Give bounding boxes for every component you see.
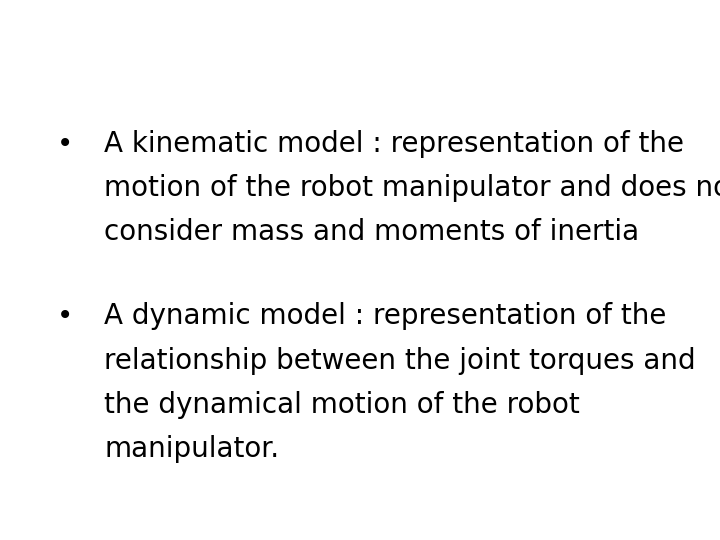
Text: A dynamic model : representation of the: A dynamic model : representation of the — [104, 302, 667, 330]
Text: A kinematic model : representation of the: A kinematic model : representation of th… — [104, 130, 685, 158]
Text: •: • — [57, 302, 73, 330]
Text: relationship between the joint torques and: relationship between the joint torques a… — [104, 347, 696, 375]
Text: motion of the robot manipulator and does not: motion of the robot manipulator and does… — [104, 174, 720, 202]
Text: manipulator.: manipulator. — [104, 435, 279, 463]
Text: the dynamical motion of the robot: the dynamical motion of the robot — [104, 391, 580, 419]
Text: consider mass and moments of inertia: consider mass and moments of inertia — [104, 218, 639, 246]
Text: •: • — [57, 130, 73, 158]
